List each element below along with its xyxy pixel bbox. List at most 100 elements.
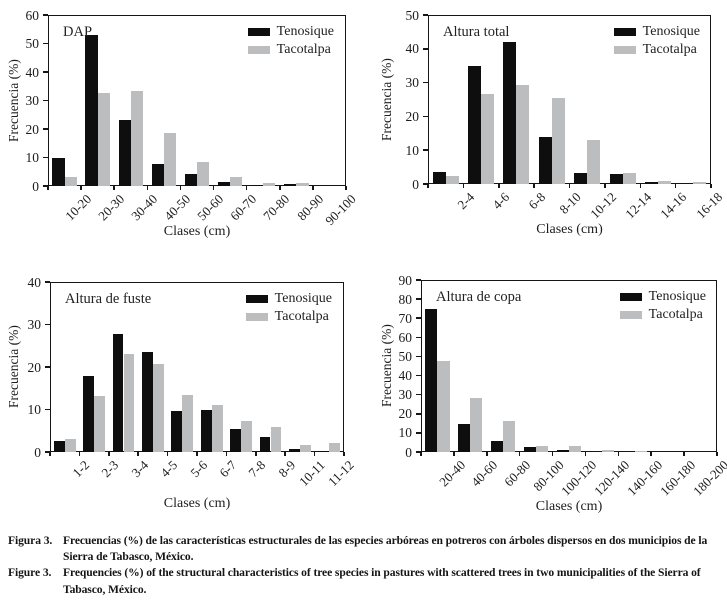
y-tick: [423, 14, 428, 16]
bar-tenosique: [230, 429, 242, 452]
y-tick-label: 40: [25, 64, 40, 80]
x-category-label: 160-180: [656, 457, 699, 499]
y-tick-label: 50: [25, 36, 40, 51]
y-tick-label: 40: [405, 41, 420, 57]
x-tick: [137, 452, 139, 456]
x-tick: [279, 186, 281, 190]
chart-title: Altura de copa: [436, 289, 522, 305]
y-tick-label: 90: [398, 272, 413, 288]
chart-title: Altura total: [443, 24, 510, 40]
bar-tenosique: [318, 450, 330, 452]
legend-label: Tenosique: [274, 291, 332, 306]
x-category-label: 180-200: [689, 457, 727, 499]
x-category-label: 100-120: [558, 457, 600, 499]
x-category-label: 90-100: [322, 191, 359, 228]
bar-tenosique: [556, 450, 569, 452]
y-axis-title: Frecuencia (%): [6, 325, 21, 409]
y-tick: [416, 279, 421, 281]
x-category-label: 40-60: [468, 457, 501, 490]
bar-tacotalpa: [657, 180, 671, 184]
legend-label: Tenosique: [642, 24, 700, 39]
legend: Tenosique Tacotalpa: [613, 24, 700, 58]
y-tick: [45, 366, 50, 368]
legend-item: Tacotalpa: [245, 309, 332, 324]
bar-tenosique: [171, 411, 183, 452]
bar-tenosique: [289, 448, 300, 452]
legend-label: Tacotalpa: [642, 42, 697, 58]
x-tick: [533, 184, 535, 188]
charts-grid: 0 10 20 30 40 50 60 10-20 20-30 30-40 40-50 50-60 60…: [6, 7, 727, 514]
x-tick: [212, 186, 215, 190]
legend-item: Tacotalpa: [247, 42, 334, 57]
y-tick-label: 10: [27, 402, 42, 417]
bar-tenosique: [425, 308, 438, 452]
y-tick: [416, 355, 421, 358]
x-tick: [710, 184, 712, 188]
bar-tacotalpa: [64, 439, 76, 452]
bar-tenosique: [112, 333, 124, 452]
y-tick: [416, 336, 421, 339]
x-category-label: 80-90: [293, 191, 326, 224]
y-tick: [45, 281, 50, 283]
bar-tenosique: [53, 440, 65, 452]
y-tick-label: 80: [398, 291, 413, 307]
legend-swatch-tenosique: [613, 27, 636, 36]
y-tick: [45, 323, 50, 326]
bar-tenosique: [83, 376, 95, 452]
x-category-label: 6-8: [525, 189, 549, 213]
x-category-label: 5-6: [187, 457, 210, 481]
bar-tacotalpa: [299, 444, 311, 452]
x-tick: [551, 452, 554, 456]
y-tick-label: 40: [398, 368, 413, 384]
bar-tacotalpa: [481, 94, 495, 184]
x-tick: [196, 452, 198, 456]
bar-tenosique: [259, 437, 271, 452]
x-tick: [146, 186, 149, 190]
y-tick: [423, 183, 428, 185]
x-tick: [462, 184, 465, 188]
y-tick-label: 0: [34, 444, 41, 460]
legend-label: Tenosique: [276, 24, 334, 39]
caption-spanish-text: Frecuencias (%) de las características e…: [63, 534, 708, 564]
y-axis-title: Frecuencia (%): [379, 58, 394, 141]
x-tick: [518, 452, 521, 456]
x-category-label: 60-70: [227, 191, 260, 224]
x-axis-title: Clases (cm): [536, 222, 603, 237]
bar-tenosique: [468, 65, 482, 184]
x-tick: [179, 186, 182, 190]
y-tick: [45, 408, 50, 411]
caption-spanish: Figura 3. Frecuencias (%) de las caracte…: [8, 533, 720, 565]
legend-swatch-tacotalpa: [247, 46, 270, 55]
y-tick-label: 60: [398, 329, 413, 345]
y-tick-label: 70: [398, 310, 413, 326]
y-tick-label: 30: [398, 387, 413, 403]
bar-tenosique: [250, 184, 264, 186]
y-tick-label: 50: [405, 7, 420, 23]
legend-swatch-tacotalpa: [613, 46, 636, 55]
x-category-label: 60-80: [501, 457, 534, 490]
legend: Tenosique Tacotalpa: [247, 24, 334, 58]
bar-tacotalpa: [569, 445, 582, 452]
x-tick: [312, 186, 314, 190]
x-category-label: 11-12: [325, 457, 357, 490]
bar-tenosique: [491, 440, 504, 452]
y-tick: [423, 149, 428, 151]
x-tick: [617, 452, 620, 456]
y-tick: [43, 14, 48, 16]
bar-tacotalpa: [503, 421, 516, 452]
bar-tacotalpa: [130, 91, 144, 186]
y-tick-label: 20: [25, 121, 40, 137]
x-category-label: 2-4: [454, 189, 478, 213]
x-tick: [47, 186, 49, 190]
x-category-label: 20-40: [435, 457, 468, 490]
x-tick: [453, 452, 455, 456]
y-tick-label: 30: [405, 75, 420, 91]
legend-swatch-tenosique: [619, 292, 642, 301]
x-tick: [584, 452, 587, 456]
bar-tacotalpa: [163, 133, 177, 186]
x-category-label: 4-5: [157, 457, 181, 481]
y-tick-label: 0: [405, 444, 412, 460]
bar-tacotalpa: [587, 140, 601, 184]
y-tick-label: 20: [405, 108, 420, 124]
